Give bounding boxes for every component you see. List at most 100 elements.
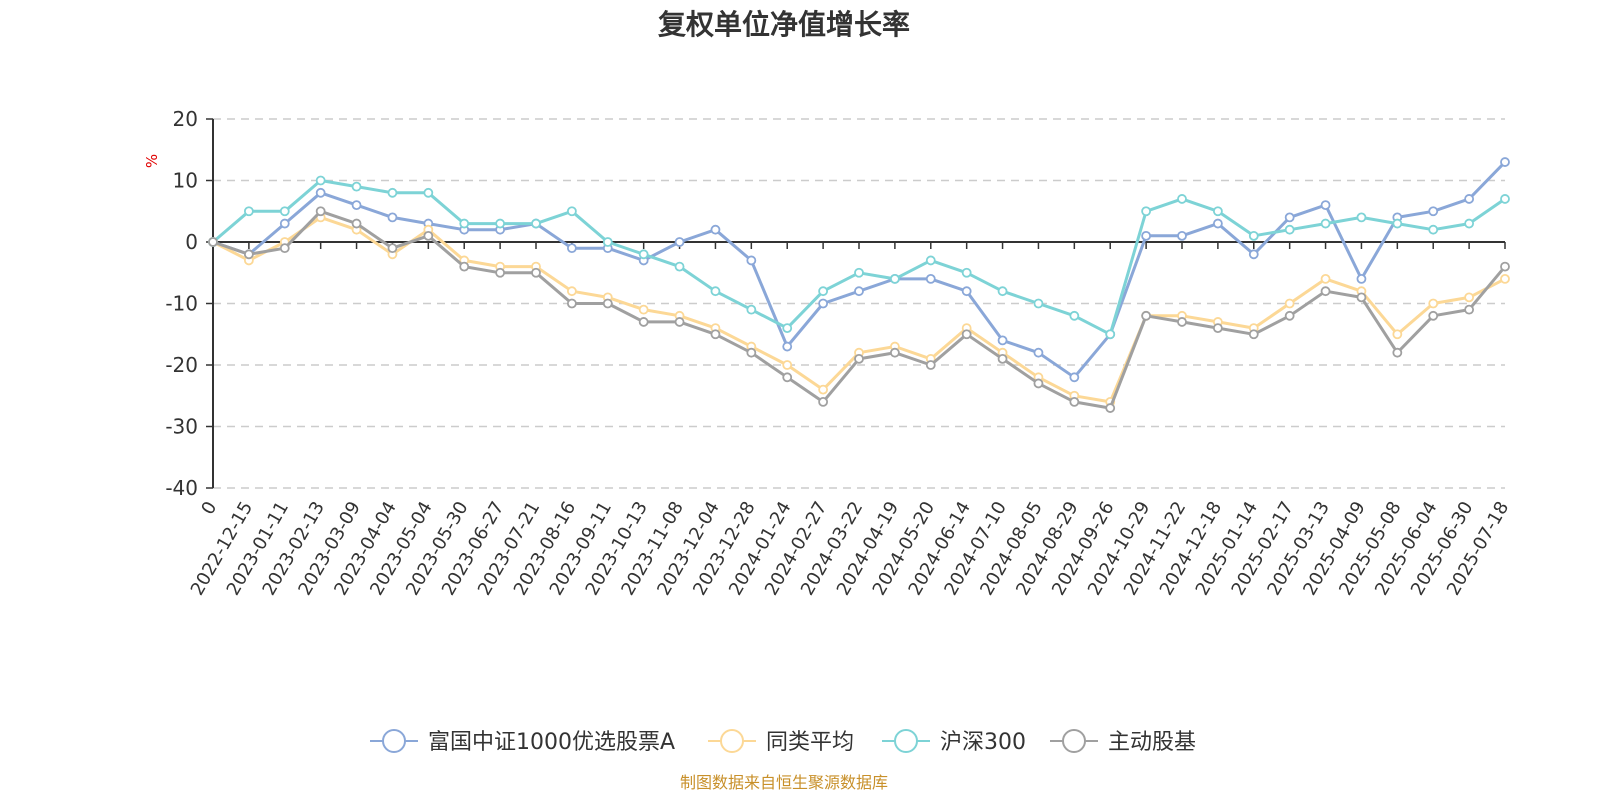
legend-marker <box>720 729 744 753</box>
data-point <box>1464 218 1475 229</box>
data-point <box>315 206 326 217</box>
data-point <box>387 187 398 198</box>
data-point <box>531 267 541 278</box>
chart-title: 复权单位净值增长率 <box>658 8 910 41</box>
data-point <box>1177 230 1187 241</box>
data-point <box>1141 206 1152 217</box>
data-point <box>710 329 721 340</box>
data-point <box>1248 329 1259 340</box>
legend-label: 富国中证1000优选股票A <box>428 730 675 755</box>
legend-item-3[interactable]: 主动股基 <box>1050 729 1196 755</box>
data-point <box>1033 378 1044 389</box>
data-point <box>387 243 398 254</box>
data-point <box>674 317 685 327</box>
legend-item-0[interactable]: 富国中证1000优选股票A <box>370 729 675 755</box>
data-point <box>710 224 721 235</box>
data-point <box>961 286 972 297</box>
data-point <box>1428 298 1439 309</box>
legend-item-1[interactable]: 同类平均 <box>708 729 854 755</box>
y-axis-ticks: 20 10 0 -10 -20 -30 -40 <box>165 107 214 500</box>
data-point <box>818 286 829 297</box>
data-point <box>531 218 541 229</box>
data-point <box>495 267 506 278</box>
data-point <box>243 206 254 217</box>
data-point <box>351 200 362 211</box>
data-point <box>674 237 685 247</box>
data-point <box>1284 310 1295 321</box>
legend-item-2[interactable]: 沪深300 <box>882 729 1026 755</box>
legend-label: 主动股基 <box>1108 730 1196 755</box>
data-point <box>208 237 218 247</box>
data-point <box>674 261 685 272</box>
legend-label: 沪深300 <box>940 730 1026 755</box>
data-point <box>1033 347 1044 358</box>
data-point <box>1212 206 1223 217</box>
data-point <box>782 372 793 383</box>
data-point <box>279 218 290 229</box>
y-tick-label: -20 <box>165 353 198 377</box>
data-point <box>997 335 1008 346</box>
data-point <box>997 286 1008 297</box>
data-point <box>315 175 326 186</box>
legend-marker <box>1062 729 1086 753</box>
y-tick-label: -10 <box>165 292 198 316</box>
data-point <box>925 360 936 370</box>
data-point <box>1069 310 1080 321</box>
data-point <box>1464 194 1475 204</box>
data-point <box>1356 292 1367 303</box>
data-point <box>1320 273 1331 284</box>
data-point <box>1284 298 1295 309</box>
y-tick-label: -40 <box>165 476 198 500</box>
data-point <box>1141 230 1152 241</box>
data-point <box>1500 157 1510 167</box>
data-point <box>854 267 864 278</box>
data-point <box>1212 218 1223 229</box>
legend-marker <box>382 729 406 753</box>
data-point <box>638 304 649 315</box>
data-point <box>459 261 470 272</box>
legend-label: 同类平均 <box>766 730 854 755</box>
y-tick-label: 10 <box>173 169 198 193</box>
data-point <box>566 298 577 309</box>
data-point <box>387 212 398 223</box>
data-point <box>782 341 793 352</box>
data-point <box>351 218 362 229</box>
data-point <box>638 317 649 327</box>
data-point <box>1248 230 1259 241</box>
data-point <box>746 304 757 315</box>
data-point <box>1177 194 1187 204</box>
data-point <box>638 249 649 260</box>
data-point <box>1464 304 1475 315</box>
data-point <box>818 396 829 407</box>
data-point <box>782 323 793 334</box>
data-point <box>746 255 757 266</box>
data-point <box>459 218 470 229</box>
data-point <box>1069 372 1080 383</box>
data-point <box>1177 317 1187 327</box>
data-point <box>818 298 829 309</box>
data-point <box>1500 194 1510 204</box>
data-point <box>1320 286 1331 297</box>
data-point <box>566 243 577 254</box>
data-point <box>315 187 326 198</box>
data-point <box>746 347 757 358</box>
series-line <box>212 209 1507 410</box>
data-point <box>1105 403 1116 413</box>
data-point <box>854 286 864 297</box>
x-tick-label: 0 <box>197 498 221 518</box>
data-point <box>961 267 972 278</box>
data-point <box>1248 249 1259 260</box>
data-point <box>710 286 721 297</box>
data-point <box>566 206 577 217</box>
data-source-note: 制图数据来自恒生聚源数据库 <box>680 773 888 792</box>
data-point <box>925 273 936 284</box>
data-point <box>1320 200 1331 211</box>
data-point <box>1105 329 1116 340</box>
legend[interactable]: 富国中证1000优选股票A 同类平均 沪深300 主动股基 <box>370 729 1196 755</box>
data-point <box>279 243 290 254</box>
data-point <box>602 298 613 309</box>
series-lines <box>208 157 1510 413</box>
data-point <box>351 181 362 192</box>
data-point <box>889 273 900 284</box>
